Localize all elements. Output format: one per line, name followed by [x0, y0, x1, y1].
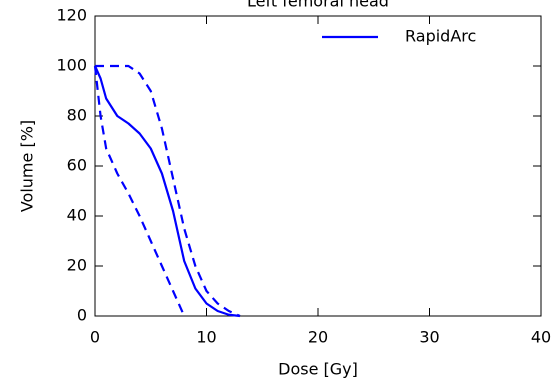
x-axis-label: Dose [Gy]	[278, 360, 358, 379]
series-line	[95, 64, 241, 318]
x-tick-label: 30	[419, 328, 439, 347]
y-tick-label: 20	[67, 256, 87, 275]
y-axis-label: Volume [%]	[18, 120, 37, 212]
y-tick-label: 60	[67, 156, 87, 175]
x-tick-label: 0	[90, 328, 100, 347]
series-line	[93, 65, 241, 318]
y-tick-label: 40	[67, 206, 87, 225]
x-tick-label: 10	[196, 328, 216, 347]
x-tick-label: 20	[308, 328, 328, 347]
y-tick-label: 0	[77, 306, 87, 325]
chart-title: Left femoral head	[247, 0, 389, 11]
x-tick-label: 40	[531, 328, 551, 347]
legend-label: RapidArc	[405, 27, 476, 46]
series-line	[93, 65, 186, 317]
plot-frame	[94, 15, 542, 317]
y-tick-label: 80	[67, 106, 87, 125]
y-tick-label: 120	[56, 6, 87, 25]
y-tick-label: 100	[56, 56, 87, 75]
